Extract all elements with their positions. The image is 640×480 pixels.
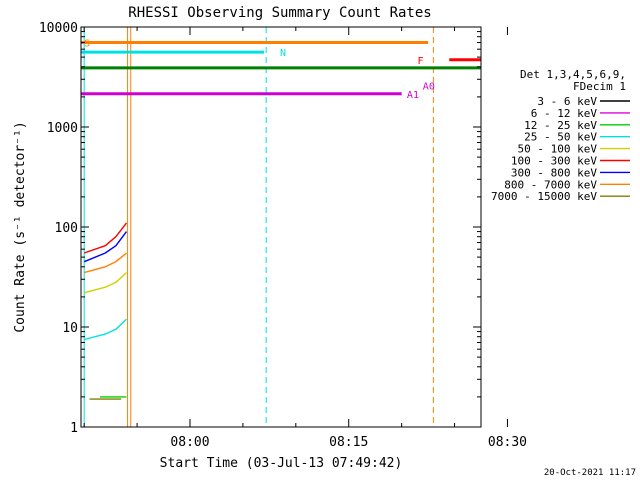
x-tick-label-2: 08:30 xyxy=(488,435,527,450)
x-axis-label: Start Time (03-Jul-13 07:49:42) xyxy=(160,456,403,471)
legend-label-8: 7000 - 15000 keV xyxy=(491,190,597,203)
series-line-4-seg-0 xyxy=(84,272,127,294)
chart-title: RHESSI Observing Summary Count Rates xyxy=(128,5,431,21)
state-label-s: S xyxy=(84,38,90,49)
y-tick-label-3: 1000 xyxy=(47,121,78,136)
legend-label-1: 6 - 12 keV xyxy=(531,107,598,120)
footer-timestamp: 20-Oct-2021 11:17 xyxy=(544,468,636,478)
x-tick-label-0: 08:00 xyxy=(170,435,209,450)
series-line-7-seg-0 xyxy=(84,252,127,274)
legend-header-1: FDecim 1 xyxy=(573,80,626,93)
legend-header-0: Det 1,3,4,5,6,9, xyxy=(520,68,626,81)
state-label-a0: A0 xyxy=(423,82,435,93)
y-axis-label: Count Rate (s⁻¹ detector⁻¹) xyxy=(13,121,28,332)
y-tick-label-0: 1 xyxy=(70,421,78,436)
x-tick-label-1: 08:15 xyxy=(329,435,368,450)
y-tick-label-4: 10000 xyxy=(39,21,78,36)
series-line-5-seg-0 xyxy=(83,222,128,254)
state-label-f: F xyxy=(418,56,424,67)
legend-label-4: 50 - 100 keV xyxy=(518,143,598,156)
legend-label-0: 3 - 6 keV xyxy=(537,95,597,108)
legend-label-2: 12 - 25 keV xyxy=(524,119,597,132)
legend-label-6: 300 - 800 keV xyxy=(511,166,597,179)
state-label-n: N xyxy=(280,48,286,59)
state-label-a1: A1 xyxy=(407,90,419,101)
legend-label-7: 800 - 7000 keV xyxy=(504,178,597,191)
y-tick-label-2: 100 xyxy=(55,221,78,236)
legend-label-5: 100 - 300 keV xyxy=(511,155,597,168)
series-line-6-seg-0 xyxy=(83,231,128,263)
series-line-3-seg-0 xyxy=(84,318,127,341)
y-tick-label-1: 10 xyxy=(62,321,78,336)
plot-area: SNFRD0RD6A0A1 xyxy=(81,27,481,427)
plot-contents xyxy=(81,27,481,427)
legend-label-3: 25 - 50 keV xyxy=(524,131,597,144)
y-axis: 1 10 100 1000 10000 xyxy=(39,21,481,436)
